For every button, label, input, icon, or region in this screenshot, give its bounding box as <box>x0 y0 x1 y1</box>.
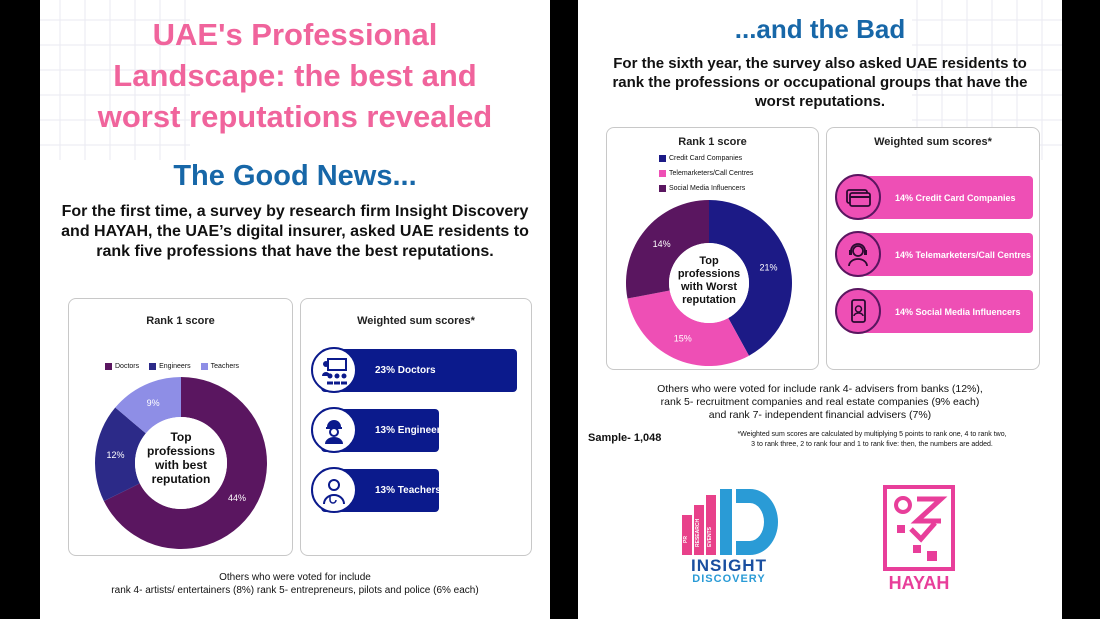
credit-card-icon <box>835 174 881 220</box>
logo-wordmark: INSIGHT <box>691 556 767 575</box>
main-title: UAE's Professional Landscape: the best a… <box>40 14 550 137</box>
legend-label: Credit Card Companies <box>669 155 743 162</box>
phone-icon <box>835 288 881 334</box>
card-title: Rank 1 score <box>146 315 215 327</box>
weighted-card-worst: Weighted sum scores* 14% Credit Card Com… <box>826 127 1040 370</box>
chart-legend: Doctors Engineers Teachers <box>105 363 239 370</box>
donut-value-label: 12% <box>106 450 124 460</box>
legend-item-teachers: Teachers <box>200 363 240 370</box>
engineer-icon <box>311 407 357 453</box>
footer-line: and rank 7- independent financial advise… <box>708 409 932 421</box>
donut-center-label: reputation <box>682 294 736 306</box>
bar-label: 14% Social Media Influencers <box>895 306 1021 317</box>
donut-hole <box>669 243 749 323</box>
legend-label: Engineers <box>159 363 191 370</box>
bar-label: 13% Teachers <box>375 485 441 496</box>
rank1-card-best: Rank 1 score Doctors Engineers Teachers … <box>68 298 293 556</box>
hayah-logo: HAYAH <box>883 485 955 595</box>
classroom-icon <box>311 347 357 393</box>
doctor-icon <box>311 467 357 513</box>
donut-slice-credit-card-companies <box>709 200 792 356</box>
legend-label: Teachers <box>210 363 240 370</box>
footer-line: rank 5- recruitment companies and real e… <box>660 396 980 408</box>
legend-swatch <box>659 185 666 192</box>
insight-discovery-mark <box>682 489 778 555</box>
legend-swatch <box>105 363 112 370</box>
footer-line: rank 4- artists/ entertainers (8%) rank … <box>111 585 479 596</box>
bar-label: 23% Doctors <box>375 365 436 376</box>
logo-small-text: RESEARCH <box>695 518 701 547</box>
donut-chart-worst: 21% 15% 14% Top professions with Worst rep… <box>626 200 792 366</box>
main-title-line: Landscape: the best and <box>113 58 477 93</box>
bad-news-heading: ...and the Bad <box>734 14 906 44</box>
weighted-sum-footnote: *Weighted sum scores are calculated by m… <box>696 430 1048 450</box>
bad-news-intro: For the sixth year, the survey also aske… <box>612 55 1028 110</box>
right-infographic-panel: ...and the Bad For the sixth year, the s… <box>578 0 1062 619</box>
donut-value-label: 15% <box>674 334 692 344</box>
donut-center-label: professions <box>678 268 740 280</box>
donut-center-label: with best <box>154 458 207 472</box>
legend-item-telemarketers: Telemarketers/Call Centres <box>659 170 753 177</box>
legend-item-credit-card: Credit Card Companies <box>659 155 753 162</box>
card-title: Weighted sum scores* <box>357 315 475 327</box>
legend-label: Telemarketers/Call Centres <box>669 170 754 177</box>
legend-item-doctors: Doctors <box>105 363 139 370</box>
donut-center-label: Top <box>170 430 191 444</box>
main-title-line: UAE's Professional <box>152 17 438 52</box>
legend-swatch <box>149 363 157 370</box>
bar-label: 13% Engineers <box>375 425 447 436</box>
donut-slice-telemarketers-call-centres <box>627 290 749 366</box>
donut-value-label: 9% <box>147 398 160 408</box>
bar-label: 14% Credit Card Companies <box>895 192 1016 203</box>
legend-label: Social Media Influencers <box>669 185 746 192</box>
insight-discovery-logo: PR RESEARCH EVENTS INSIGHT DISCOVERY <box>674 487 784 587</box>
weighted-card-best: Weighted sum scores* 23% Doctors 13% Eng… <box>300 298 532 556</box>
footer-line: Others who were voted for include <box>219 572 371 583</box>
headset-icon <box>835 231 881 277</box>
donut-slice-teachers <box>115 377 181 434</box>
legend-item-influencers: Social Media Influencers <box>659 185 753 192</box>
logo-wordmark: DISCOVERY <box>692 573 766 585</box>
others-footer-worst: Others who were voted for include rank 4… <box>578 383 1062 422</box>
logo-small-text: PR <box>683 536 689 543</box>
donut-center-label: Top <box>699 255 719 267</box>
card-title: Weighted sum scores* <box>874 136 992 148</box>
donut-slice-doctors <box>103 377 267 549</box>
left-infographic-panel: UAE's Professional Landscape: the best a… <box>40 0 550 619</box>
main-title-line: worst reputations revealed <box>97 99 493 134</box>
good-news-heading: The Good News... <box>173 160 417 192</box>
donut-chart-best: 44% 12% 9% Top professions with best reput… <box>95 377 267 549</box>
legend-swatch <box>200 363 208 370</box>
donut-slice-engineers <box>95 407 146 502</box>
donut-center-label: professions <box>147 444 215 458</box>
donut-center-label: reputation <box>152 472 211 486</box>
legend-swatch <box>659 155 666 162</box>
legend-label: Doctors <box>115 363 140 370</box>
rank1-card-worst: Rank 1 score Credit Card Companies Telem… <box>606 127 819 370</box>
logo-wordmark: HAYAH <box>888 573 950 593</box>
donut-hole <box>135 417 227 509</box>
footer-line: Others who were voted for include rank 4… <box>657 383 983 395</box>
legend-item-engineers: Engineers <box>149 363 191 370</box>
card-title: Rank 1 score <box>678 136 747 148</box>
logo-small-text: EVENTS <box>707 526 713 547</box>
legend-swatch <box>659 170 666 177</box>
good-news-intro: For the first time, a survey by research… <box>61 203 529 260</box>
sample-size: Sample- 1,048 <box>588 432 662 444</box>
donut-value-label: 21% <box>760 263 778 273</box>
bar-label: 14% Telemarketers/Call Centres <box>895 249 1031 260</box>
donut-slice-social-media-influencers <box>626 200 709 299</box>
footnote-line: *Weighted sum scores are calculated by m… <box>737 431 1007 438</box>
donut-value-label: 44% <box>228 493 246 503</box>
donut-value-label: 14% <box>653 239 671 249</box>
others-footer-best: Others who were voted for include rank 4… <box>40 571 550 597</box>
chart-legend: Credit Card Companies Telemarketers/Call… <box>659 155 753 192</box>
hayah-mark <box>883 485 955 571</box>
donut-center-label: with Worst <box>680 281 737 293</box>
footnote-line: 3 to rank three, 2 to rank four and 1 to… <box>751 441 993 448</box>
